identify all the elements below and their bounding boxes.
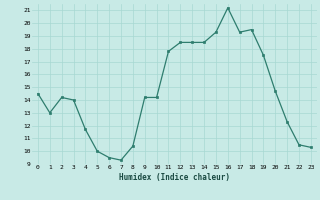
X-axis label: Humidex (Indice chaleur): Humidex (Indice chaleur) xyxy=(119,173,230,182)
